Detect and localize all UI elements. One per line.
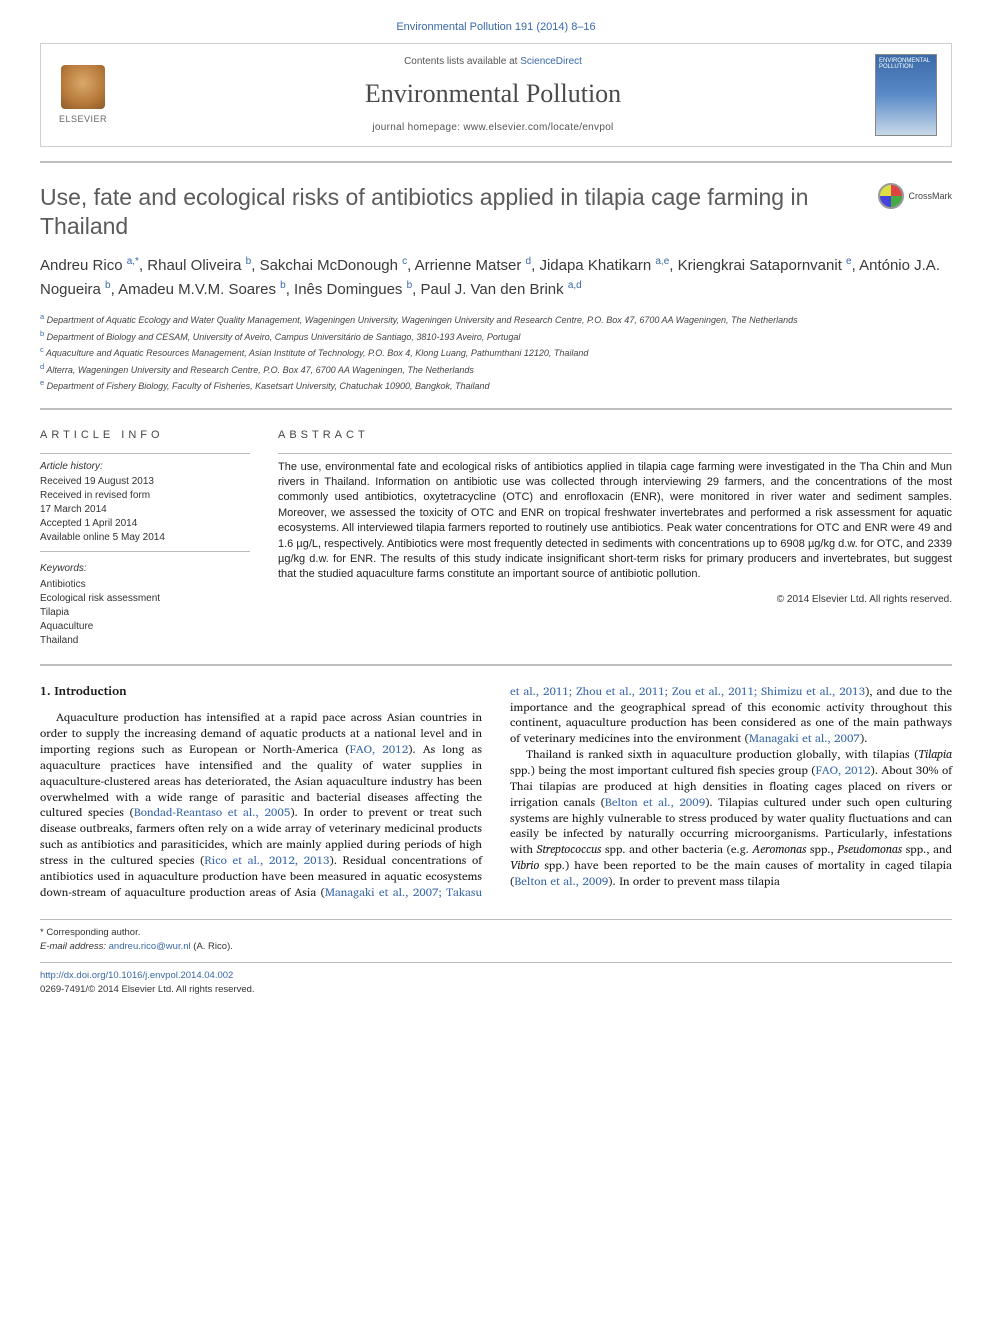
email-line: E-mail address: andreu.rico@wur.nl (A. R… [40,940,952,954]
article-title: Use, fate and ecological risks of antibi… [40,183,830,241]
corresponding-label: * Corresponding author. [40,926,952,940]
history-item: Accepted 1 April 2014 [40,517,250,531]
info-abstract-row: ARTICLE INFO Article history: Received 1… [40,428,952,666]
keyword-item: Aquaculture [40,620,250,634]
keywords-list: AntibioticsEcological risk assessmentTil… [40,578,250,648]
abstract-text: The use, environmental fate and ecologic… [278,460,952,583]
keyword-item: Tilapia [40,606,250,620]
journal-header-box: ELSEVIER Contents lists available at Sci… [40,43,952,147]
email-label: E-mail address: [40,941,109,952]
corresponding-email[interactable]: andreu.rico@wur.nl [109,941,191,952]
elsevier-tree-icon [61,65,105,109]
elsevier-label: ELSEVIER [59,113,107,125]
journal-cover-thumbnail[interactable]: ENVIRONMENTAL POLLUTION [875,54,937,136]
issn-copyright: 0269-7491/© 2014 Elsevier Ltd. All right… [40,983,952,997]
history-item: Available online 5 May 2014 [40,531,250,545]
history-item: 17 March 2014 [40,503,250,517]
keyword-item: Ecological risk assessment [40,592,250,606]
journal-citation: Environmental Pollution 191 (2014) 8–16 [40,20,952,35]
homepage-url[interactable]: www.elsevier.com/locate/envpol [463,122,613,133]
title-section: CrossMark Use, fate and ecological risks… [40,161,952,410]
history-list: Received 19 August 2013Received in revis… [40,475,250,545]
affiliation-item: a Department of Aquatic Ecology and Wate… [40,311,952,328]
affiliations-list: a Department of Aquatic Ecology and Wate… [40,311,952,394]
crossmark-label: CrossMark [908,190,952,202]
abstract-heading: ABSTRACT [278,428,952,443]
doi-block: http://dx.doi.org/10.1016/j.envpol.2014.… [40,962,952,998]
keyword-item: Antibiotics [40,578,250,592]
contents-prefix: Contents lists available at [404,56,520,67]
keyword-item: Thailand [40,634,250,648]
section-1-heading: 1. Introduction [40,684,482,701]
elsevier-logo[interactable]: ELSEVIER [55,63,111,127]
journal-homepage-line: journal homepage: www.elsevier.com/locat… [125,121,861,135]
footer-block: * Corresponding author. E-mail address: … [40,919,952,998]
affiliation-item: c Aquaculture and Aquatic Resources Mana… [40,344,952,361]
homepage-prefix: journal homepage: [372,122,463,133]
history-item: Received 19 August 2013 [40,475,250,489]
crossmark-icon [878,183,904,209]
header-center: Contents lists available at ScienceDirec… [125,55,861,135]
history-label: Article history: [40,460,250,474]
info-rule-mid [40,551,250,552]
journal-name: Environmental Pollution [125,76,861,111]
sciencedirect-link[interactable]: ScienceDirect [520,56,582,67]
email-person: (A. Rico). [191,941,233,952]
info-rule-top [40,453,250,454]
article-body: 1. Introduction Aquaculture production h… [40,684,952,901]
crossmark-badge[interactable]: CrossMark [878,183,952,209]
history-item: Received in revised form [40,489,250,503]
affiliation-item: d Alterra, Wageningen University and Res… [40,361,952,378]
affiliation-item: b Department of Biology and CESAM, Unive… [40,328,952,345]
doi-link[interactable]: http://dx.doi.org/10.1016/j.envpol.2014.… [40,970,233,981]
keywords-label: Keywords: [40,562,250,576]
corresponding-author-block: * Corresponding author. E-mail address: … [40,926,952,955]
article-info-heading: ARTICLE INFO [40,428,250,443]
abstract-rule [278,453,952,454]
cover-title: ENVIRONMENTAL POLLUTION [879,58,933,71]
authors-list: Andreu Rico a,*, Rhaul Oliveira b, Sakch… [40,254,952,301]
abstract-column: ABSTRACT The use, environmental fate and… [278,428,952,648]
contents-available-line: Contents lists available at ScienceDirec… [125,55,861,69]
affiliation-item: e Department of Fishery Biology, Faculty… [40,377,952,394]
article-info-column: ARTICLE INFO Article history: Received 1… [40,428,250,648]
abstract-copyright: © 2014 Elsevier Ltd. All rights reserved… [278,593,952,607]
body-paragraphs: Aquaculture production has intensified a… [40,684,952,901]
